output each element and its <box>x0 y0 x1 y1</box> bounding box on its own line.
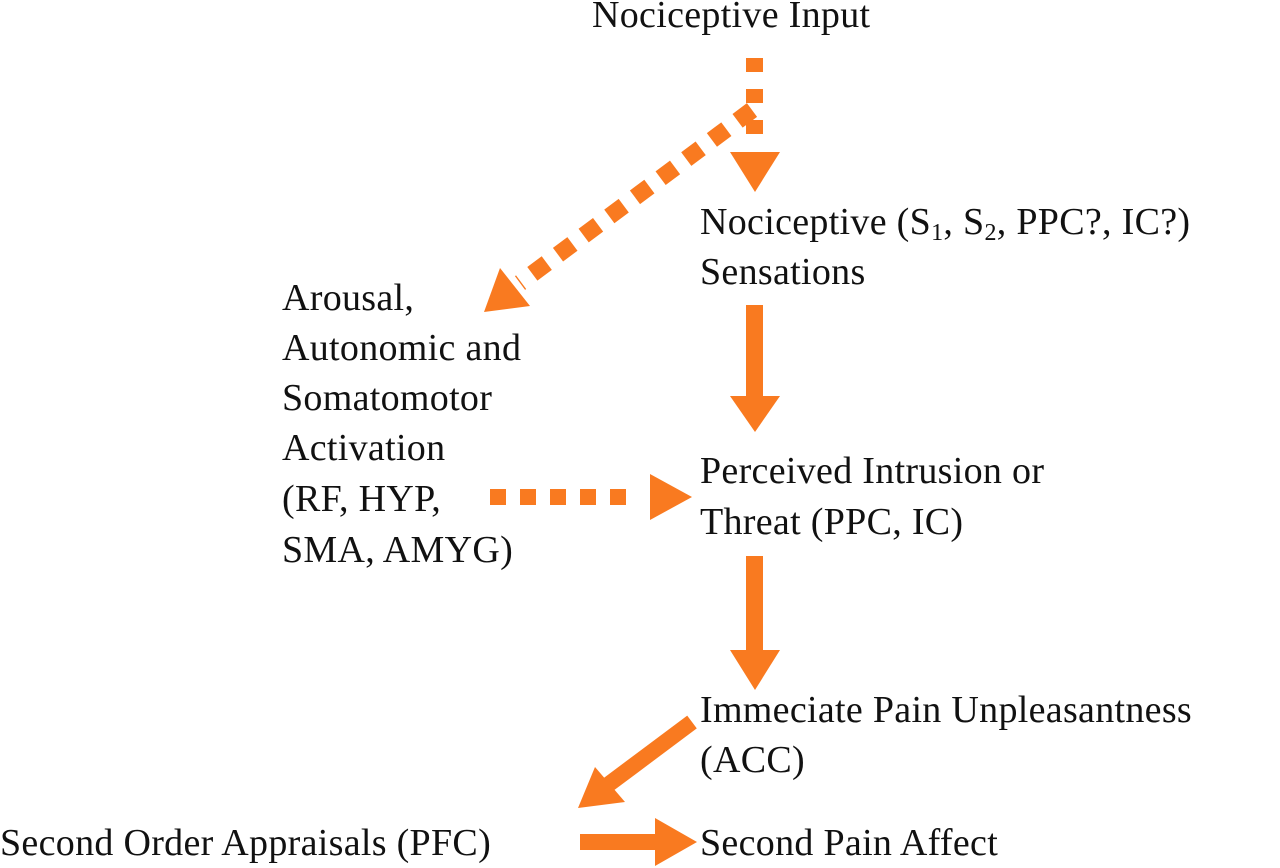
node-second-order-appraisals: Second Order Appraisals (PFC) <box>0 822 492 864</box>
subscript-1: 1 <box>931 220 944 246</box>
node-second-pain-affect: Second Pain Affect <box>700 822 999 864</box>
node-threat-line1: Perceived Intrusion or <box>700 450 1045 492</box>
sensations-text: , S <box>943 201 985 243</box>
node-arousal-line: SMA, AMYG) <box>282 529 514 571</box>
arrow-appraisals-to-affect <box>580 818 697 866</box>
dashed-arrow-input-to-sensations <box>730 58 780 192</box>
node-unpleasantness-line1: Immeciate Pain Unpleasantness <box>700 689 1192 731</box>
node-arousal-line: Activation <box>282 427 446 469</box>
sensations-text: , PPC?, IC?) <box>996 201 1191 243</box>
node-arousal-line: (RF, HYP, <box>282 478 442 520</box>
node-arousal-line: Autonomic and <box>282 327 522 369</box>
node-threat-line2: Threat (PPC, IC) <box>700 501 964 543</box>
subscript-2: 2 <box>984 220 997 246</box>
node-arousal-line: Arousal, <box>282 277 415 319</box>
dashed-arrow-arousal-to-threat <box>490 474 692 520</box>
node-sensations-line2: Sensations <box>700 251 866 293</box>
node-unpleasantness-line2: (ACC) <box>700 739 805 781</box>
arrow-unpleasantness-to-appraisals <box>578 715 697 808</box>
arrow-sensations-to-threat <box>730 305 780 432</box>
node-sensations-line1: Nociceptive (S1, S2, PPC?, IC?) <box>700 197 1190 247</box>
arrow-threat-to-unpleasantness <box>730 556 780 690</box>
dashed-arrow-input-to-arousal <box>484 103 758 312</box>
node-arousal-line: Somatomotor <box>282 377 493 419</box>
sensations-text: Nociceptive (S <box>700 201 932 243</box>
node-nociceptive-input: Nociceptive Input <box>592 0 871 36</box>
